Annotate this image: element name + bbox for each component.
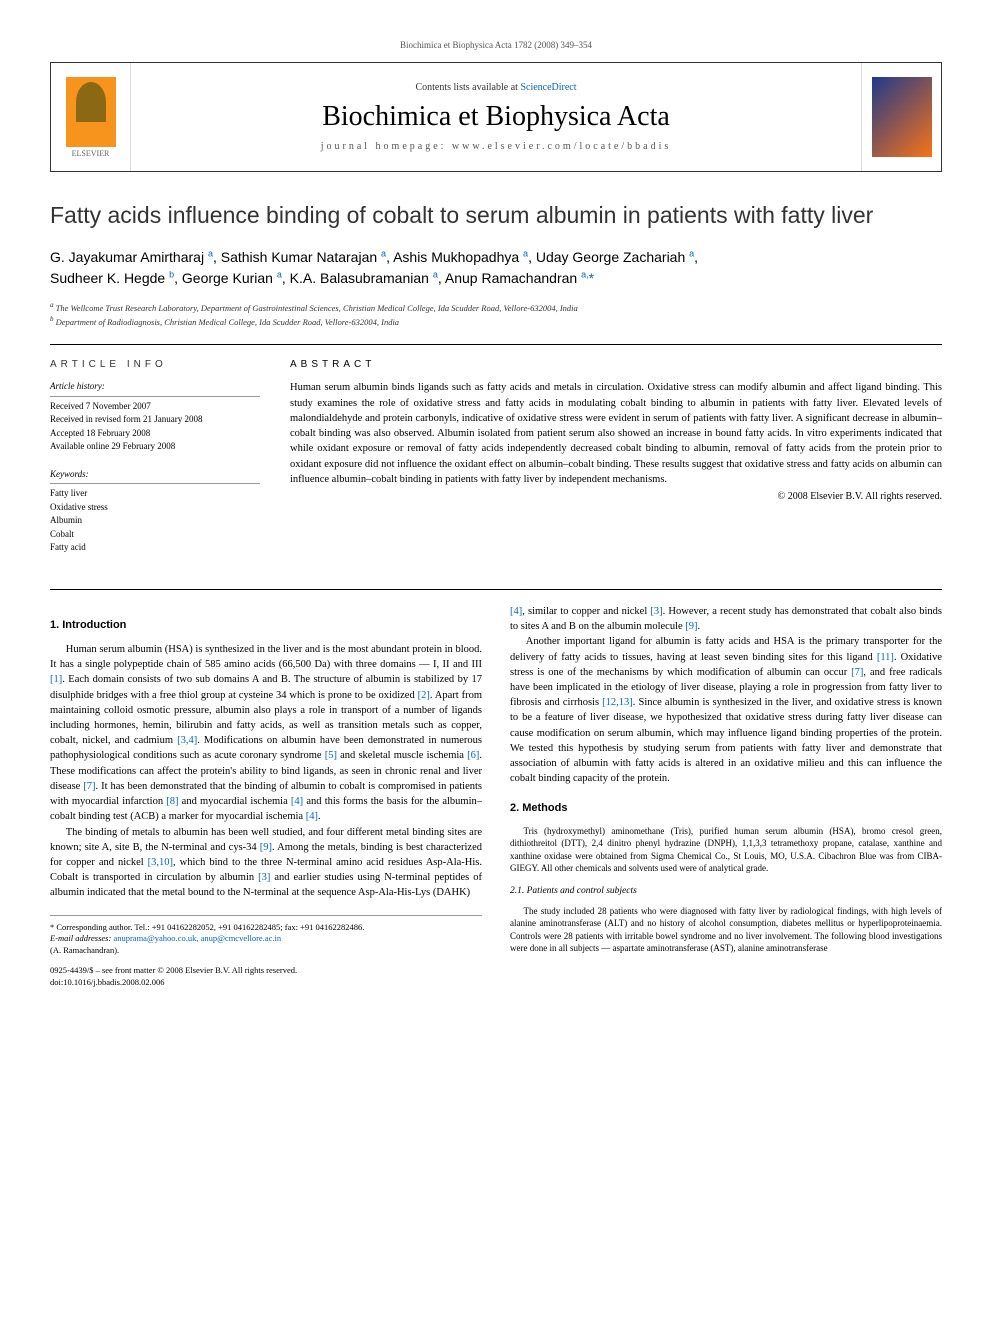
keyword: Fatty acid (50, 541, 260, 555)
keyword: Oxidative stress (50, 501, 260, 515)
banner-center: Contents lists available at ScienceDirec… (131, 74, 861, 160)
sciencedirect-link[interactable]: ScienceDirect (520, 82, 576, 93)
article-info-panel: ARTICLE INFO Article history: Received 7… (50, 359, 260, 569)
keyword: Fatty liver (50, 487, 260, 501)
publisher-logo: ELSEVIER (51, 63, 131, 171)
email-label: E-mail addresses: (50, 933, 111, 943)
history-line: Received in revised form 21 January 2008 (50, 413, 260, 427)
doi-line: doi:10.1016/j.bbadis.2008.02.006 (50, 977, 482, 989)
email-link[interactable]: anuprama@yahoo.co.uk, anup@cmcvellore.ac… (113, 933, 281, 943)
article-body: 1. Introduction Human serum albumin (HSA… (50, 604, 942, 989)
corresponding-footer: * Corresponding author. Tel.: +91 041622… (50, 915, 482, 989)
keywords-label: Keywords: (50, 468, 260, 485)
corresponding-line: * Corresponding author. Tel.: +91 041622… (50, 922, 482, 934)
article-title: Fatty acids influence binding of cobalt … (50, 202, 942, 229)
intro-heading: 1. Introduction (50, 618, 482, 634)
journal-banner: ELSEVIER Contents lists available at Sci… (50, 62, 942, 172)
corresponding-author: (A. Ramachandran). (50, 945, 482, 957)
body-paragraph: Tris (hydroxymethyl) aminomethane (Tris)… (510, 825, 942, 875)
methods-subheading: 2.1. Patients and control subjects (510, 885, 942, 899)
abstract-heading: ABSTRACT (290, 359, 942, 370)
abstract-panel: ABSTRACT Human serum albumin binds ligan… (290, 359, 942, 569)
journal-name: Biochimica et Biophysica Acta (139, 101, 853, 133)
keyword: Cobalt (50, 528, 260, 542)
author-list: G. Jayakumar Amirtharaj a, Sathish Kumar… (50, 247, 942, 289)
affiliations: a The Wellcome Trust Research Laboratory… (50, 301, 942, 328)
info-heading: ARTICLE INFO (50, 359, 260, 370)
body-paragraph: The study included 28 patients who were … (510, 905, 942, 955)
divider (50, 589, 942, 590)
body-paragraph: Another important ligand for albumin is … (510, 634, 942, 786)
journal-homepage: journal homepage: www.elsevier.com/locat… (139, 141, 853, 152)
abstract-text: Human serum albumin binds ligands such a… (290, 380, 942, 487)
history-line: Available online 29 February 2008 (50, 440, 260, 454)
body-paragraph: The binding of metals to albumin has bee… (50, 825, 482, 901)
methods-heading: 2. Methods (510, 801, 942, 817)
running-header: Biochimica et Biophysica Acta 1782 (2008… (50, 40, 942, 50)
contents-prefix: Contents lists available at (415, 82, 520, 93)
body-paragraph: Human serum albumin (HSA) is synthesized… (50, 642, 482, 825)
keyword: Albumin (50, 514, 260, 528)
body-paragraph: [4], similar to copper and nickel [3]. H… (510, 604, 942, 634)
cover-thumbnail (861, 63, 941, 171)
issn-line: 0925-4439/$ – see front matter © 2008 El… (50, 965, 482, 977)
abstract-copyright: © 2008 Elsevier B.V. All rights reserved… (290, 491, 942, 502)
history-label: Article history: (50, 380, 260, 397)
divider (50, 344, 942, 345)
history-line: Received 7 November 2007 (50, 400, 260, 414)
history-line: Accepted 18 February 2008 (50, 427, 260, 441)
